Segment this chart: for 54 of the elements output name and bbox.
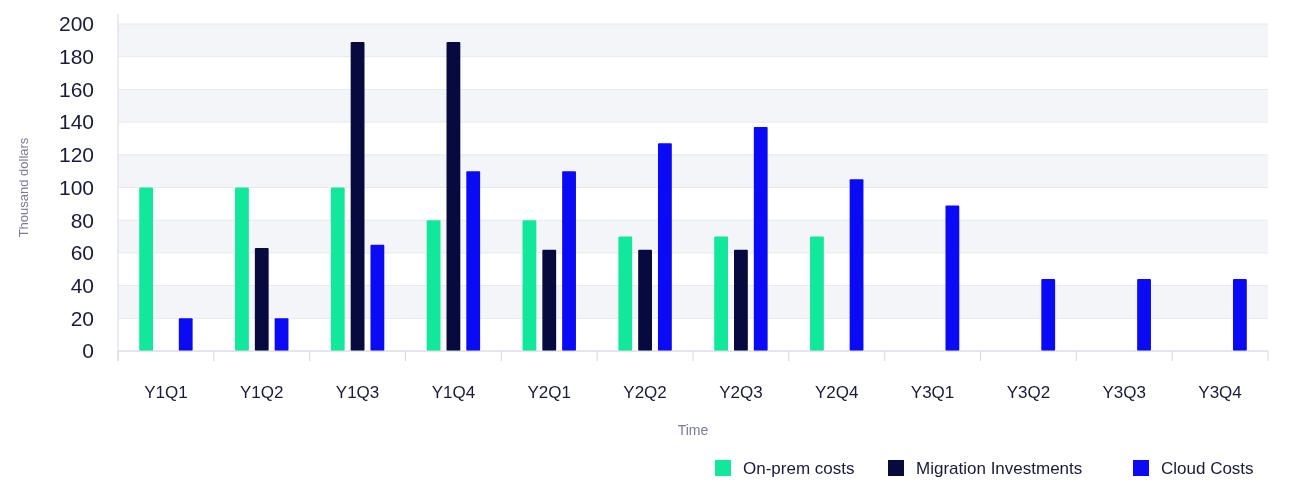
legend-label: Migration Investments <box>916 458 1083 478</box>
legend-label: Cloud Costs <box>1161 458 1254 478</box>
bar <box>446 41 461 351</box>
legend-label: On-prem costs <box>743 458 855 478</box>
bar <box>542 249 557 351</box>
bar <box>235 187 249 351</box>
x-tick-label: Y2Q2 <box>623 383 667 402</box>
x-tick-label: Y3Q2 <box>1006 383 1051 402</box>
y-tick-label: 60 <box>70 241 94 265</box>
x-tick-label: Y3Q1 <box>910 383 955 402</box>
bar <box>734 249 748 351</box>
x-tick-label: Y1Q2 <box>240 383 284 402</box>
y-tick-label: 100 <box>58 175 94 199</box>
y-tick-label: 20 <box>70 306 94 330</box>
x-tick-label: Y1Q3 <box>335 383 380 402</box>
y-tick-label: 40 <box>70 273 94 297</box>
x-axis-title: Time <box>677 422 709 438</box>
bar <box>562 171 576 351</box>
bar <box>139 187 154 351</box>
x-tick-label: Y2Q1 <box>527 383 571 402</box>
bar <box>330 187 345 351</box>
bar <box>1232 279 1247 351</box>
y-tick-label: 0 <box>82 339 94 363</box>
bar <box>370 244 385 351</box>
bar <box>522 220 537 351</box>
y-tick-label: 200 <box>58 12 94 36</box>
bar <box>618 236 633 351</box>
bar <box>810 236 824 351</box>
y-tick-label: 140 <box>58 110 94 134</box>
x-tick-label: Y3Q3 <box>1102 383 1146 402</box>
bar <box>753 127 768 351</box>
x-tick-label: Y1Q4 <box>431 383 476 402</box>
y-tick-label: 180 <box>58 45 94 69</box>
bar <box>1041 279 1056 351</box>
bar <box>254 248 269 351</box>
bar <box>426 220 441 351</box>
bar <box>657 143 672 351</box>
bar <box>466 171 481 351</box>
x-tick-label: Y2Q4 <box>815 383 859 402</box>
bar <box>350 41 365 351</box>
bar <box>638 249 652 351</box>
y-tick-label: 120 <box>58 143 94 167</box>
bar <box>849 179 864 351</box>
y-tick-label: 80 <box>70 208 94 232</box>
bar <box>274 318 289 351</box>
bar <box>178 318 193 351</box>
bar <box>945 205 960 351</box>
x-tick-label: Y2Q3 <box>719 383 763 402</box>
bar <box>714 236 729 351</box>
y-tick-label: 160 <box>58 77 94 101</box>
bar <box>1137 279 1151 351</box>
y-axis-title: Thousand dollars <box>16 137 31 238</box>
x-tick-label: Y1Q1 <box>144 383 188 402</box>
x-tick-label: Y3Q4 <box>1198 383 1242 402</box>
